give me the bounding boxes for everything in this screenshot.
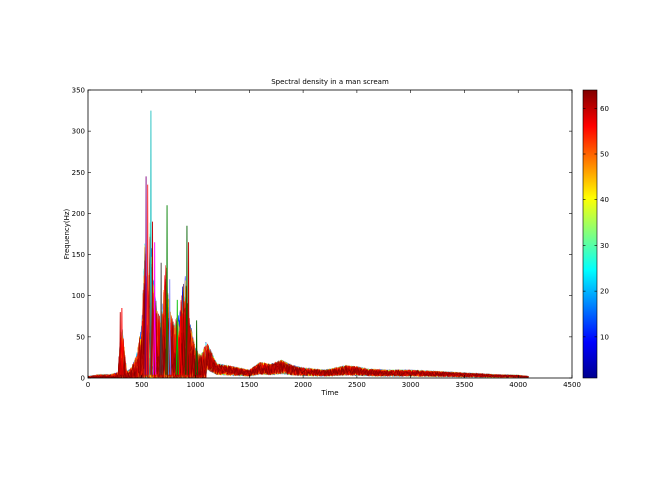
peak-spike: [120, 308, 124, 375]
x-tick-label: 0: [86, 381, 90, 389]
series-line: [88, 236, 529, 378]
y-tick-label: 200: [72, 210, 85, 218]
peak-spike: [185, 225, 189, 375]
x-tick-label: 1500: [240, 381, 258, 389]
peak-spike: [175, 299, 179, 375]
colorbar: [582, 89, 598, 379]
x-tick-label: 1000: [187, 381, 205, 389]
peak-spike: [159, 262, 163, 375]
peak-spike: [149, 110, 153, 375]
y-tick-label: 350: [72, 87, 85, 95]
x-tick-label: 3500: [456, 381, 474, 389]
peak-spike: [168, 279, 172, 375]
colorbar-tick-label: 30: [600, 242, 609, 250]
colorbar-tick-label: 20: [600, 288, 609, 296]
colorbar-tick-label: 60: [600, 105, 609, 113]
peak-spike: [144, 176, 148, 375]
y-tick-label: 0: [81, 375, 85, 383]
y-axis-ticks: 0 50 100 150 200 250 300 350: [72, 87, 572, 383]
y-tick-label: 100: [72, 292, 85, 300]
y-tick-label: 300: [72, 128, 85, 136]
x-axis-label: Time: [320, 389, 338, 397]
x-tick-label: 2000: [294, 381, 312, 389]
x-tick-label: 4500: [563, 381, 581, 389]
x-axis-ticks: 0 500 1000 1500 2000 2500 3000 3500 4000 4500: [86, 90, 581, 389]
peak-spike: [187, 242, 191, 375]
colorbar-tick-label: 50: [600, 151, 609, 159]
y-axis-label: Frequency(Hz): [63, 208, 71, 259]
x-tick-label: 2500: [348, 381, 366, 389]
peak-spike: [195, 320, 199, 375]
colorbar-ticks: 10 20 30 40 50 60: [583, 105, 609, 341]
y-tick-label: 150: [72, 251, 85, 259]
peak-spike: [165, 205, 169, 375]
peak-spike: [146, 184, 150, 375]
x-tick-label: 500: [135, 381, 148, 389]
colorbar-tick-label: 10: [600, 333, 609, 341]
chart-title: Spectral density in a man scream: [271, 78, 389, 86]
x-tick-label: 4000: [509, 381, 527, 389]
colorbar-tick-label: 40: [600, 196, 609, 204]
peak-spike: [178, 316, 183, 375]
x-tick-label: 3000: [402, 381, 420, 389]
series-line: [88, 285, 529, 378]
peak-spike: [153, 242, 157, 375]
y-tick-label: 50: [76, 333, 85, 341]
plot-area-frame: [87, 89, 573, 379]
data-series-group: [88, 110, 529, 378]
peak-spike: [118, 312, 122, 375]
peak-spike: [151, 221, 155, 375]
y-tick-label: 250: [72, 169, 85, 177]
